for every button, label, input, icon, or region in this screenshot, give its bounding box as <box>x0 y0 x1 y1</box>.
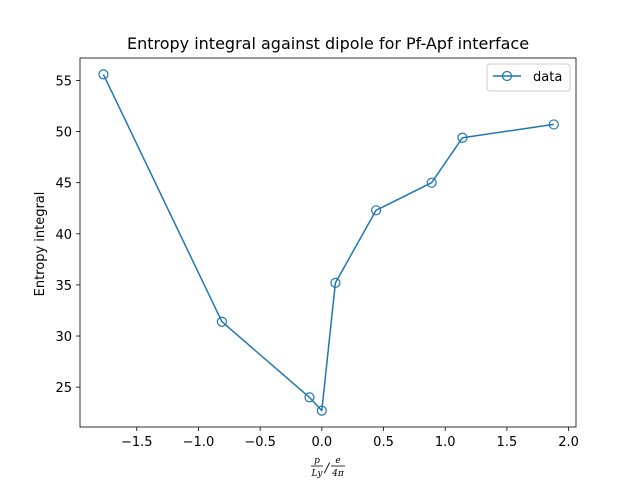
data-point <box>330 277 341 288</box>
x-tick-label: −1.0 <box>183 435 215 450</box>
x-label-outer-numerator: p <box>314 456 320 466</box>
x-axis-label: p Ly / e 4π <box>311 456 345 479</box>
x-tick-label: 1.0 <box>435 435 456 450</box>
y-tick-label: 45 <box>55 177 72 192</box>
x-tick-label: 1.5 <box>497 435 518 450</box>
x-axis-ticks: −1.5 −1.0 −0.5 0.0 0.5 1.0 1.5 2.0 <box>121 427 579 450</box>
legend-label-data: data <box>533 70 562 85</box>
x-tick-label: −0.5 <box>244 435 276 450</box>
y-axis-ticks: 25 30 35 40 45 50 55 <box>55 74 80 396</box>
y-axis-label: Entropy integral <box>33 192 48 297</box>
y-tick-label: 35 <box>55 279 72 294</box>
y-tick-label: 50 <box>55 126 72 141</box>
y-tick-label: 40 <box>55 228 72 243</box>
x-label-outer-denominator: Ly <box>311 469 324 479</box>
legend-frame <box>486 63 571 92</box>
x-tick-label: 2.0 <box>558 435 579 450</box>
data-point <box>548 119 559 130</box>
x-tick-label: 0.5 <box>373 435 394 450</box>
data-point <box>371 205 382 216</box>
data-point <box>304 392 315 403</box>
axes-frame <box>79 57 577 428</box>
data-point <box>316 405 327 416</box>
legend-marker-swatch <box>501 70 513 82</box>
chart-title: Entropy integral against dipole for Pf-A… <box>127 34 529 53</box>
plot-area <box>79 57 577 428</box>
x-label-inner-numerator: e <box>335 456 340 466</box>
series-line-data <box>102 74 554 412</box>
data-point <box>216 316 227 327</box>
data-point <box>426 177 437 188</box>
data-point <box>457 132 468 143</box>
x-label-slash: / <box>323 461 331 476</box>
y-tick-label: 30 <box>55 330 72 345</box>
x-tick-label: 0.0 <box>311 435 332 450</box>
x-tick-label: −1.5 <box>121 435 153 450</box>
legend: data <box>486 63 571 92</box>
y-tick-label: 55 <box>55 74 72 89</box>
y-tick-label: 25 <box>55 381 72 396</box>
data-point <box>98 69 109 80</box>
x-label-inner-denominator: 4π <box>331 469 345 479</box>
